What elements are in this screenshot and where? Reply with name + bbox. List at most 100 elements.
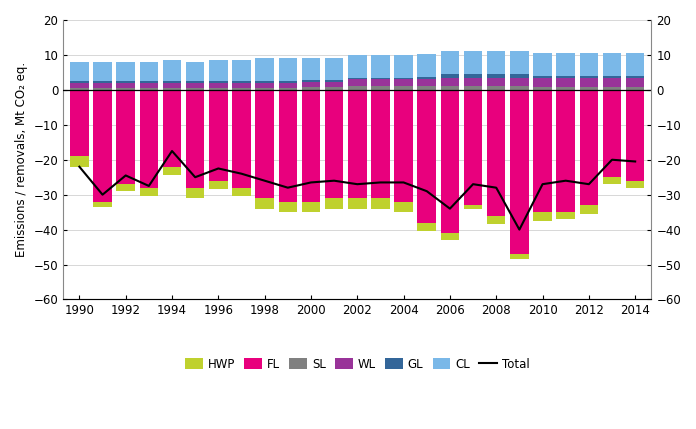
Bar bbox=[186, 90, 205, 187]
Total bbox=[98, 192, 106, 197]
Total bbox=[377, 180, 385, 185]
Bar bbox=[464, 74, 482, 78]
Bar bbox=[301, 58, 320, 80]
Bar bbox=[580, 87, 598, 90]
Bar bbox=[580, 79, 598, 87]
Bar bbox=[371, 78, 390, 79]
Bar bbox=[626, 181, 644, 187]
Bar bbox=[301, 90, 320, 202]
Bar bbox=[163, 90, 181, 167]
Total bbox=[260, 178, 269, 183]
Bar bbox=[163, 83, 181, 88]
Bar bbox=[556, 87, 575, 90]
Bar bbox=[325, 80, 343, 82]
Bar bbox=[93, 81, 112, 83]
Bar bbox=[441, 74, 459, 78]
Bar bbox=[418, 77, 436, 79]
Bar bbox=[556, 53, 575, 76]
Bar bbox=[209, 81, 228, 83]
Bar bbox=[348, 198, 367, 208]
Bar bbox=[232, 187, 251, 196]
Bar bbox=[418, 86, 436, 90]
Bar bbox=[93, 83, 112, 88]
Bar bbox=[301, 80, 320, 82]
Bar bbox=[278, 90, 297, 202]
Bar bbox=[325, 58, 343, 80]
Bar bbox=[487, 90, 505, 216]
Bar bbox=[116, 184, 135, 191]
Bar bbox=[441, 86, 459, 90]
Bar bbox=[464, 205, 482, 208]
Bar bbox=[140, 88, 158, 90]
Total bbox=[445, 206, 454, 211]
Total bbox=[168, 148, 176, 154]
Bar bbox=[232, 60, 251, 81]
Bar bbox=[371, 198, 390, 208]
Bar bbox=[487, 78, 505, 86]
Bar bbox=[116, 88, 135, 90]
Bar bbox=[325, 82, 343, 88]
Total bbox=[237, 171, 246, 176]
Bar bbox=[348, 90, 367, 198]
Bar bbox=[395, 78, 413, 79]
Bar bbox=[418, 90, 436, 223]
Bar bbox=[278, 58, 297, 81]
Bar bbox=[116, 62, 135, 81]
Bar bbox=[70, 88, 88, 90]
Bar bbox=[70, 81, 88, 83]
Total bbox=[122, 173, 130, 178]
Bar bbox=[93, 62, 112, 81]
Legend: HWP, FL, SL, WL, GL, CL, Total: HWP, FL, SL, WL, GL, CL, Total bbox=[180, 353, 534, 375]
Total bbox=[422, 189, 431, 194]
Bar bbox=[186, 62, 205, 81]
Bar bbox=[626, 87, 644, 90]
Bar bbox=[580, 53, 598, 76]
Bar bbox=[441, 233, 459, 240]
Total bbox=[562, 178, 570, 183]
Total bbox=[515, 227, 523, 232]
Bar bbox=[371, 90, 390, 198]
Bar bbox=[232, 81, 251, 83]
Bar bbox=[255, 83, 274, 88]
Bar bbox=[533, 212, 552, 221]
Bar bbox=[70, 62, 88, 81]
Bar bbox=[371, 55, 390, 78]
Bar bbox=[580, 76, 598, 79]
Bar bbox=[140, 62, 158, 81]
Bar bbox=[301, 88, 320, 90]
Y-axis label: Emissions / removals, Mt CO₂ eq.: Emissions / removals, Mt CO₂ eq. bbox=[15, 62, 28, 257]
Bar bbox=[395, 79, 413, 86]
Bar bbox=[278, 88, 297, 90]
Total bbox=[492, 185, 500, 190]
Bar bbox=[209, 83, 228, 88]
Bar bbox=[93, 202, 112, 207]
Bar bbox=[418, 223, 436, 231]
Bar bbox=[371, 79, 390, 86]
Bar bbox=[603, 76, 622, 79]
Bar bbox=[325, 90, 343, 198]
Bar bbox=[209, 88, 228, 90]
Bar bbox=[163, 60, 181, 81]
Bar bbox=[395, 202, 413, 212]
Bar bbox=[533, 79, 552, 87]
Bar bbox=[301, 82, 320, 88]
Bar bbox=[395, 86, 413, 90]
Bar bbox=[441, 78, 459, 86]
Bar bbox=[626, 53, 644, 76]
Bar bbox=[301, 202, 320, 212]
Bar bbox=[533, 53, 552, 76]
Bar bbox=[510, 78, 529, 86]
Bar bbox=[464, 86, 482, 90]
Bar bbox=[186, 83, 205, 88]
Bar bbox=[556, 212, 575, 219]
Bar bbox=[255, 88, 274, 90]
Bar bbox=[140, 83, 158, 88]
Bar bbox=[580, 205, 598, 214]
Bar bbox=[140, 187, 158, 196]
Bar bbox=[487, 86, 505, 90]
Total bbox=[631, 159, 640, 164]
Total bbox=[307, 180, 315, 185]
Bar bbox=[232, 83, 251, 88]
Bar bbox=[418, 79, 436, 86]
Bar bbox=[278, 83, 297, 88]
